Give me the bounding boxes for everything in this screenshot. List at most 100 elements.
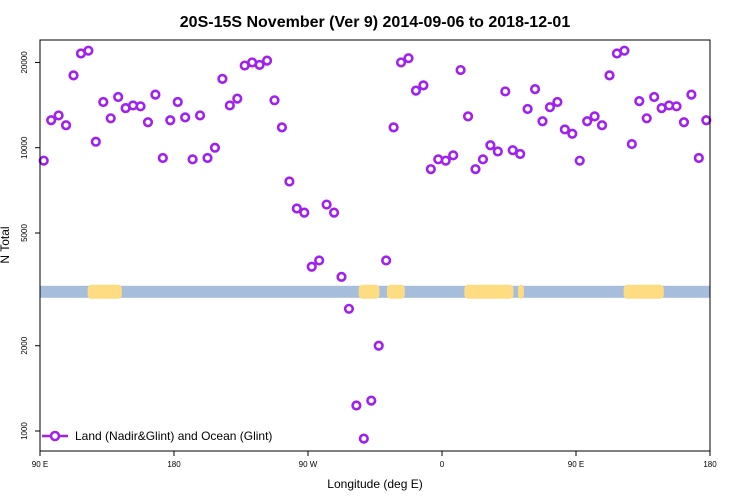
data-point bbox=[559, 124, 570, 135]
data-point bbox=[98, 96, 109, 108]
data-point bbox=[261, 55, 273, 66]
data-point bbox=[142, 117, 154, 128]
data-point bbox=[410, 85, 422, 96]
data-point bbox=[284, 176, 295, 187]
data-point bbox=[150, 89, 161, 100]
data-point bbox=[537, 116, 548, 127]
x-tick-label: 0 bbox=[440, 460, 445, 469]
data-point bbox=[544, 102, 556, 113]
data-point bbox=[105, 113, 116, 124]
data-point bbox=[194, 110, 206, 121]
data-point bbox=[291, 203, 302, 214]
data-point bbox=[314, 255, 325, 266]
data-point bbox=[202, 152, 213, 164]
data-point bbox=[381, 255, 392, 266]
land-segment bbox=[87, 284, 122, 299]
data-point bbox=[336, 271, 347, 282]
y-tick-label: 2000 bbox=[20, 336, 29, 354]
data-point bbox=[455, 64, 466, 76]
data-point bbox=[373, 340, 384, 351]
data-point bbox=[38, 155, 49, 166]
data-point bbox=[604, 70, 615, 81]
data-point bbox=[507, 145, 518, 156]
data-point bbox=[395, 57, 407, 68]
data-point bbox=[83, 45, 94, 56]
legend-marker-swatch bbox=[49, 430, 61, 442]
data-point bbox=[358, 433, 369, 444]
data-point bbox=[641, 113, 652, 124]
data-point bbox=[634, 96, 645, 107]
data-point bbox=[90, 136, 101, 147]
data-point bbox=[500, 86, 511, 97]
x-tick-label: 90 E bbox=[32, 460, 48, 469]
data-point bbox=[321, 199, 332, 210]
y-axis-label: N Total bbox=[0, 226, 12, 263]
data-point bbox=[693, 152, 704, 164]
data-point bbox=[440, 155, 451, 166]
data-point bbox=[582, 116, 593, 127]
chart-title: 20S-15S November (Ver 9) 2014-09-06 to 2… bbox=[180, 14, 571, 31]
data-point bbox=[515, 148, 526, 160]
y-tick-label: 10000 bbox=[20, 136, 29, 159]
data-point bbox=[462, 111, 474, 122]
land-segment bbox=[386, 284, 405, 299]
data-point bbox=[328, 207, 340, 218]
data-point bbox=[269, 95, 280, 106]
data-point bbox=[619, 45, 630, 56]
data-point bbox=[299, 207, 310, 218]
y-tick-label: 20000 bbox=[20, 51, 29, 74]
data-point bbox=[552, 96, 563, 108]
data-point bbox=[448, 150, 459, 161]
data-point bbox=[596, 120, 608, 131]
data-point bbox=[567, 128, 578, 139]
data-points bbox=[38, 45, 712, 444]
data-point bbox=[276, 122, 288, 133]
x-tick-label: 90 E bbox=[568, 460, 584, 469]
data-point bbox=[388, 122, 399, 133]
data-point bbox=[589, 111, 600, 122]
y-tick-label: 5000 bbox=[20, 224, 29, 242]
x-tick-label: 90 W bbox=[299, 460, 318, 469]
legend: Land (Nadir&Glint) and Ocean (Glint) bbox=[42, 429, 272, 443]
data-point bbox=[165, 115, 176, 126]
data-point bbox=[60, 120, 72, 131]
land-segment bbox=[517, 284, 524, 299]
data-point bbox=[574, 155, 585, 166]
data-point bbox=[485, 140, 496, 151]
land-segment bbox=[358, 284, 380, 299]
data-point bbox=[425, 164, 436, 175]
data-point bbox=[68, 70, 79, 81]
data-point bbox=[626, 138, 637, 150]
data-point bbox=[529, 84, 541, 95]
x-axis-label: Longitude (deg E) bbox=[327, 477, 422, 491]
data-point bbox=[172, 96, 183, 108]
data-point bbox=[46, 115, 57, 126]
data-point bbox=[477, 154, 489, 165]
x-tick-label: 180 bbox=[167, 460, 181, 469]
x-tick-label: 180 bbox=[703, 460, 717, 469]
data-point bbox=[522, 103, 533, 115]
data-point bbox=[113, 91, 124, 103]
data-point bbox=[343, 303, 355, 314]
data-point bbox=[701, 115, 712, 126]
y-axis: 1000 2000 5000 10000 20000 bbox=[20, 51, 40, 440]
x-axis: 90 E 180 90 W 0 90 E 180 bbox=[32, 451, 717, 469]
data-point bbox=[366, 395, 377, 406]
data-point bbox=[306, 261, 317, 272]
data-point bbox=[671, 101, 682, 112]
data-point bbox=[470, 164, 481, 175]
data-point bbox=[53, 110, 64, 121]
data-point bbox=[180, 112, 191, 123]
data-point bbox=[254, 59, 265, 71]
surface-type-strip bbox=[40, 284, 710, 299]
data-point bbox=[187, 154, 198, 165]
data-point bbox=[686, 89, 697, 100]
data-point bbox=[217, 73, 228, 84]
data-point bbox=[224, 100, 235, 111]
data-point bbox=[678, 117, 690, 128]
data-point bbox=[157, 152, 168, 164]
data-point bbox=[209, 142, 221, 153]
data-point bbox=[232, 93, 243, 104]
data-point bbox=[403, 53, 414, 64]
